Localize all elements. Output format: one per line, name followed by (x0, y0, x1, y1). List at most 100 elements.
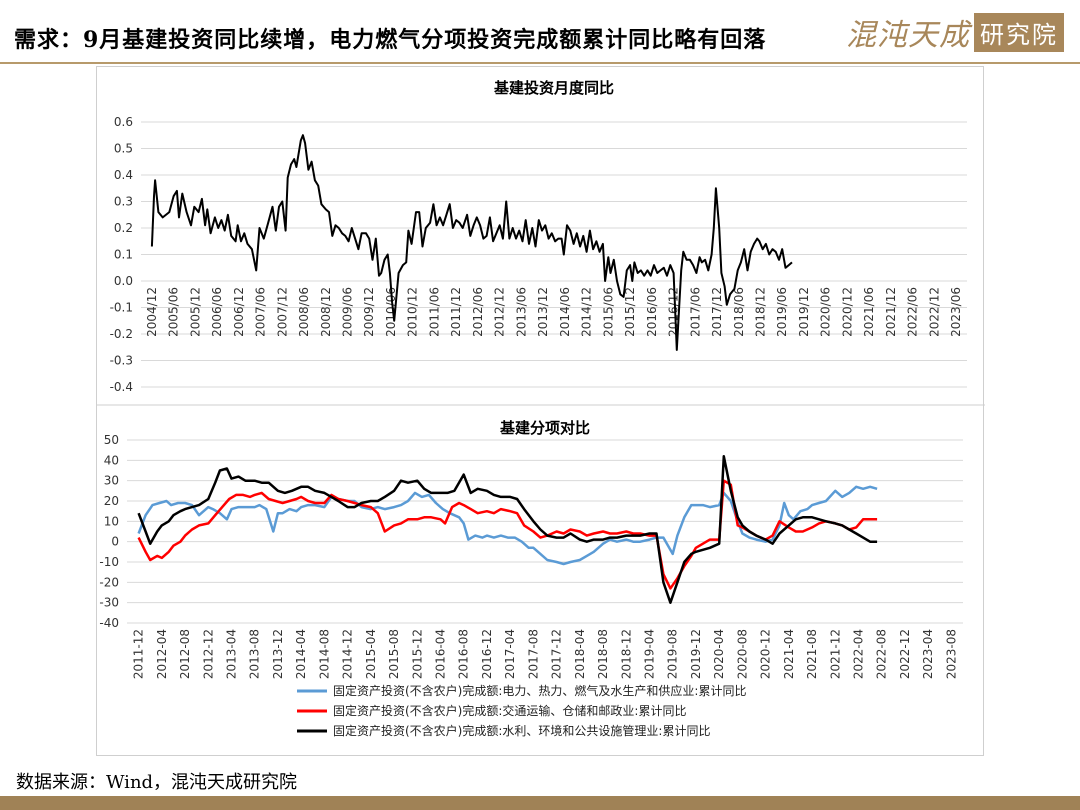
x-tick-label: 2019-12 (689, 629, 703, 679)
x-tick-label: 2015/12 (623, 287, 637, 337)
x-tick-label: 2008/06 (297, 287, 311, 337)
y-tick-label: 0.6 (114, 115, 133, 129)
x-tick-label: 2012-04 (155, 629, 169, 679)
footer-bar (0, 796, 1080, 810)
chart-title: 基建分项对比 (499, 419, 590, 437)
x-tick-label: 2020-04 (712, 629, 726, 679)
x-tick-label: 2013-12 (271, 629, 285, 679)
x-tick-label: 2021-08 (805, 629, 819, 679)
x-tick-label: 2016-12 (480, 629, 494, 679)
legend-label-3: 固定资产投资(不含农户)完成额:水利、环境和公共设施管理业:累计同比 (333, 723, 710, 738)
x-tick-label: 2018-12 (619, 629, 633, 679)
y-tick-label: -20 (99, 575, 119, 589)
y-tick-label: 50 (104, 433, 119, 447)
x-tick-label: 2011-12 (132, 629, 146, 679)
x-tick-label: 2010/12 (406, 287, 420, 337)
y-tick-label: 0.3 (114, 195, 133, 209)
x-tick-label: 2009/06 (341, 287, 355, 337)
legend-label-1: 固定资产投资(不含农户)完成额:电力、热力、燃气及水生产和供应业:累计同比 (333, 683, 746, 698)
x-tick-label: 2016/12 (667, 287, 681, 337)
x-tick-label: 2023/06 (949, 287, 963, 337)
x-tick-label: 2012/12 (493, 287, 507, 337)
x-tick-label: 2023-08 (944, 629, 958, 679)
x-tick-label: 2007/12 (275, 287, 289, 337)
x-tick-label: 2018-08 (596, 629, 610, 679)
x-tick-label: 2019/06 (775, 287, 789, 337)
x-tick-label: 2012/06 (471, 287, 485, 337)
y-tick-label: 40 (104, 453, 119, 467)
x-tick-label: 2015-08 (387, 629, 401, 679)
x-tick-label: 2022/06 (906, 287, 920, 337)
y-tick-label: 10 (104, 514, 119, 528)
legend-label-2: 固定资产投资(不含农户)完成额:交通运输、仓储和邮政业:累计同比 (333, 703, 686, 718)
series-line-1 (150, 134, 793, 351)
page-title: 需求：9月基建投资同比续增，电力燃气分项投资完成额累计同比略有回落 (14, 27, 767, 53)
x-tick-label: 2013-04 (225, 629, 239, 679)
brand-logo: 混沌天成 研究院 (846, 12, 1064, 53)
x-tick-label: 2019-08 (666, 629, 680, 679)
x-tick-label: 2008/12 (319, 287, 333, 337)
x-tick-label: 2021/12 (884, 287, 898, 337)
y-tick-label: -0.4 (110, 380, 133, 394)
x-tick-label: 2009/12 (362, 287, 376, 337)
y-tick-label: -30 (99, 596, 119, 610)
x-tick-label: 2013/06 (514, 287, 528, 337)
x-tick-label: 2020/06 (819, 287, 833, 337)
x-tick-label: 2017-08 (526, 629, 540, 679)
logo-box-text: 研究院 (974, 12, 1064, 52)
x-tick-label: 2018-04 (573, 629, 587, 679)
y-tick-label: -0.2 (110, 327, 133, 341)
x-tick-label: 2015-12 (410, 629, 424, 679)
x-tick-label: 2011/06 (427, 287, 441, 337)
x-tick-label: 2019-04 (643, 629, 657, 679)
x-tick-label: 2018/06 (732, 287, 746, 337)
y-tick-label: 0 (111, 535, 119, 549)
x-tick-label: 2012-12 (201, 629, 215, 679)
x-tick-label: 2004/12 (145, 287, 159, 337)
y-tick-label: 0.0 (114, 274, 133, 288)
x-tick-label: 2013-08 (248, 629, 262, 679)
x-tick-label: 2019/12 (797, 287, 811, 337)
x-tick-label: 2016-04 (434, 629, 448, 679)
charts-svg: 基建投资月度同比 -0.4 -0.3 -0.2 -0.1 0.0 0.1 0.2 0.3 0.4 0… (97, 79, 985, 738)
y-tick-label: 20 (104, 494, 119, 508)
logo-script-text: 混沌天成 (846, 18, 970, 53)
x-tick-label: 2022/12 (927, 287, 941, 337)
x-tick-label: 2021-04 (782, 629, 796, 679)
x-tick-label: 2022-04 (852, 629, 866, 679)
y-tick-label: 30 (104, 474, 119, 488)
y-tick-label: 0.2 (114, 221, 133, 235)
series-line-1 (137, 485, 878, 566)
x-tick-label: 2015-04 (364, 629, 378, 679)
x-tick-label: 2015/06 (601, 287, 615, 337)
y-tick-label: 0.1 (114, 248, 133, 262)
x-tick-label: 2016-08 (457, 629, 471, 679)
x-tick-label: 2013/12 (536, 287, 550, 337)
x-tick-label: 2005/12 (188, 287, 202, 337)
x-tick-label: 2020/12 (840, 287, 854, 337)
x-tick-label: 2014-08 (317, 629, 331, 679)
x-tick-label: 2020-08 (735, 629, 749, 679)
y-tick-label: 0.4 (114, 168, 133, 182)
x-tick-label: 2007/06 (254, 287, 268, 337)
x-tick-label: 2020-12 (759, 629, 773, 679)
x-tick-label: 2017/12 (710, 287, 724, 337)
x-tick-label: 2006/06 (210, 287, 224, 337)
x-tick-label: 2006/12 (232, 287, 246, 337)
x-tick-label: 2022-12 (898, 629, 912, 679)
y-tick-label: -10 (99, 555, 119, 569)
x-tick-label: 2014-04 (294, 629, 308, 679)
x-tick-label: 2023-04 (921, 629, 935, 679)
x-tick-label: 2017-04 (503, 629, 517, 679)
x-tick-label: 2014/12 (580, 287, 594, 337)
x-tick-label: 2018/12 (754, 287, 768, 337)
chart-title: 基建投资月度同比 (493, 79, 614, 97)
series-line-3 (137, 455, 878, 604)
y-tick-label: -0.3 (110, 354, 133, 368)
y-tick-label: -40 (99, 616, 119, 630)
x-tick-label: 2016/06 (645, 287, 659, 337)
chart-panel: 基建投资月度同比 -0.4 -0.3 -0.2 -0.1 0.0 0.1 0.2 0.3 0.4 0… (96, 66, 985, 756)
x-tick-label: 2005/06 (167, 287, 181, 337)
source-note: 数据来源：Wind，混沌天成研究院 (16, 772, 298, 793)
x-tick-label: 2011/12 (449, 287, 463, 337)
